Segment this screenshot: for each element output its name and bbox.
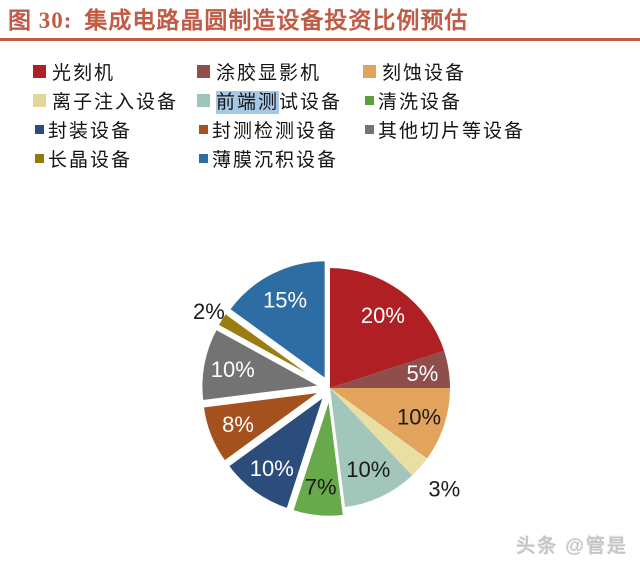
- legend-swatch-icon: [33, 65, 46, 78]
- legend-swatch-icon: [35, 125, 44, 134]
- pie-label-涂胶显影机: 5%: [407, 361, 439, 386]
- title-underline: [0, 38, 640, 41]
- legend-label: 薄膜沉积设备: [212, 150, 339, 171]
- legend-item-4: 离子注入设备: [33, 87, 197, 114]
- legend-item-6: 清洗设备: [363, 87, 629, 114]
- pie-slice-封测检测设备: [201, 390, 323, 464]
- legend-label: 光刻机: [52, 63, 116, 84]
- figure-title-text: 集成电路晶圆制造设备投资比例预估: [84, 8, 469, 33]
- legend-label: 涂胶显影机: [216, 63, 322, 84]
- legend-item-2: 涂胶显影机: [197, 58, 363, 85]
- pie-slice-光刻机: [330, 268, 445, 388]
- legend-swatch-icon: [197, 94, 210, 107]
- legend-swatch-icon: [197, 65, 210, 78]
- selected-text-highlight: 前端测: [216, 91, 280, 114]
- legend-item-11: 薄膜沉积设备: [197, 145, 363, 172]
- legend-label: 前端测试设备: [216, 91, 343, 114]
- legend-item-10: 长晶设备: [33, 145, 197, 172]
- figure-header: 图 30: 集成电路晶圆制造设备投资比例预估: [0, 0, 640, 41]
- legend-swatch-icon: [33, 94, 46, 107]
- pie-label-其他切片等设备: 10%: [211, 357, 255, 382]
- pie-label-清洗设备: 7%: [305, 474, 337, 499]
- legend-item-3: 刻蚀设备: [363, 58, 629, 85]
- pie-slice-薄膜沉积设备: [227, 258, 328, 382]
- pie-slice-长晶设备: [215, 311, 324, 385]
- pie-slice-刻蚀设备: [330, 388, 450, 459]
- pie-slice-涂胶显影机: [330, 350, 450, 388]
- pie-slice-清洗设备: [290, 395, 346, 519]
- pie-label-薄膜沉积设备: 15%: [263, 288, 307, 313]
- legend-label: 封装设备: [48, 121, 133, 142]
- pie-label-长晶设备: 2%: [193, 299, 225, 324]
- pie-label-前端测试设备: 10%: [346, 457, 390, 482]
- legend-label: 封测检测设备: [212, 121, 339, 142]
- pie-label-封装设备: 10%: [250, 456, 294, 481]
- legend-label: 其他切片等设备: [378, 121, 526, 142]
- legend-swatch-icon: [35, 154, 44, 163]
- legend-item-8: 封测检测设备: [197, 116, 363, 143]
- legend-swatch-icon: [199, 154, 208, 163]
- pie-slice-其他切片等设备: [199, 327, 323, 403]
- pie-slice-封装设备: [226, 394, 326, 511]
- legend-item-1: 光刻机: [33, 58, 197, 85]
- pie-slice-离子注入设备: [330, 388, 428, 476]
- pie-label-离子注入设备: 3%: [428, 477, 460, 502]
- legend-label: 长晶设备: [48, 150, 133, 171]
- pie-slice-前端测试设备: [330, 388, 413, 508]
- pie-label-刻蚀设备: 10%: [397, 405, 441, 430]
- legend-item-5: 前端测试设备: [197, 87, 363, 114]
- page-title: 图 30: 集成电路晶圆制造设备投资比例预估: [0, 0, 640, 35]
- watermark: 头条 @管是: [516, 536, 628, 557]
- legend-swatch-icon: [365, 96, 374, 105]
- legend: 光刻机 涂胶显影机 刻蚀设备离子注入设备 前端测试设备 清洗设备封装设备 封测检测设备 其他…: [33, 57, 629, 173]
- legend-swatch-icon: [365, 125, 374, 134]
- legend-label: 离子注入设备: [52, 92, 179, 113]
- legend-swatch-icon: [199, 125, 208, 134]
- legend-label: 刻蚀设备: [382, 63, 467, 84]
- legend-item-9: 其他切片等设备: [363, 116, 629, 143]
- legend-label: 清洗设备: [378, 92, 463, 113]
- legend-swatch-icon: [363, 65, 376, 78]
- pie-label-光刻机: 20%: [361, 303, 405, 328]
- figure-number: 图 30:: [8, 8, 73, 33]
- pie-label-封测检测设备: 8%: [222, 412, 254, 437]
- legend-item-7: 封装设备: [33, 116, 197, 143]
